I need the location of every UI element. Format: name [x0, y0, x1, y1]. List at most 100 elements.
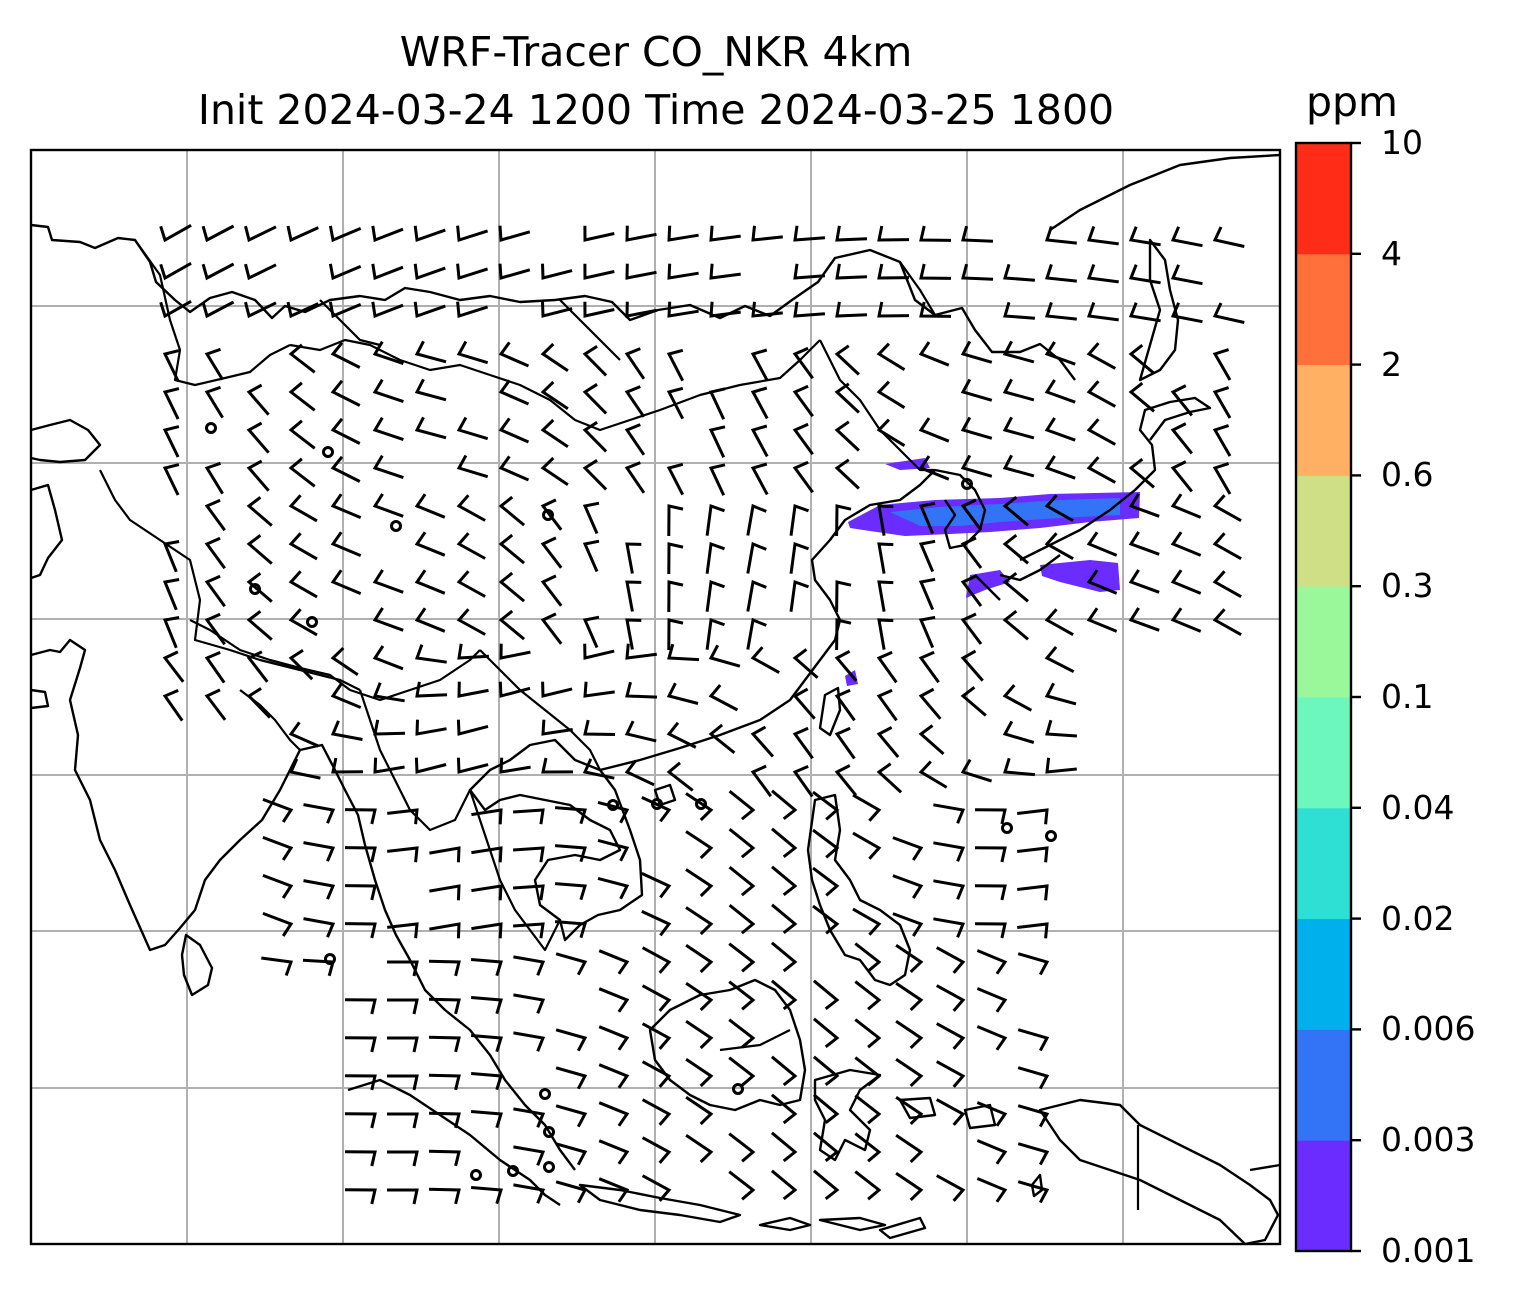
wind-barb	[625, 681, 658, 699]
wind-barb	[834, 688, 856, 722]
wind-barb	[201, 300, 235, 319]
wind-barb	[598, 987, 630, 1013]
wind-barb	[728, 980, 756, 1011]
wind-barb	[1128, 531, 1160, 556]
wind-barb	[288, 758, 321, 780]
wind-barb	[641, 1098, 672, 1126]
wind-barb	[892, 836, 924, 861]
wind-barb	[201, 224, 235, 243]
wind-barb	[498, 417, 530, 444]
wind-barb	[933, 841, 966, 862]
wind-barb	[415, 681, 448, 698]
wind-barb	[728, 942, 756, 973]
wind-barb	[624, 347, 646, 380]
wind-barb	[162, 578, 180, 611]
wind-barb	[372, 416, 404, 442]
wind-barb	[666, 348, 685, 382]
wind-barb	[667, 580, 684, 613]
coast-moluccas	[898, 1096, 997, 1130]
wind-barb	[918, 417, 950, 443]
wind-barb	[372, 569, 404, 594]
calm-marker	[961, 478, 973, 490]
wind-barb	[935, 946, 966, 974]
wind-barb	[1044, 417, 1076, 442]
coast-taiwan	[818, 686, 842, 737]
wind-barb	[854, 1132, 882, 1163]
wind-barb	[935, 1060, 966, 1088]
wind-barb	[792, 384, 814, 418]
wind-barb	[892, 912, 924, 937]
colorbar-segments	[1296, 143, 1351, 1252]
wind-barb	[414, 607, 446, 633]
wind-barb	[162, 425, 180, 458]
wind-barb	[935, 1022, 966, 1050]
wind-barb	[1128, 226, 1161, 247]
wind-barb	[750, 725, 775, 758]
wind-barb	[961, 225, 994, 243]
wind-barb	[1002, 416, 1035, 440]
wind-barb	[750, 646, 780, 674]
coast-lesser-sunda	[758, 1216, 927, 1240]
wind-barb	[1128, 493, 1160, 518]
wind-barb	[204, 574, 226, 608]
colorbar-segment	[1296, 807, 1351, 920]
wind-barb	[330, 683, 362, 709]
wind-barb	[750, 386, 769, 420]
wind-barb	[1212, 348, 1232, 381]
wind-barb	[834, 764, 858, 797]
wind-barb	[1212, 462, 1232, 495]
wind-barb	[583, 301, 615, 318]
wind-barb	[330, 417, 361, 445]
wind-barb	[789, 541, 810, 574]
wind-barb	[750, 424, 769, 458]
wind-barb	[456, 416, 489, 441]
wind-barb	[834, 382, 860, 414]
wind-barb	[456, 263, 489, 280]
wind-barb	[387, 960, 419, 977]
wind-barb	[667, 504, 684, 537]
wind-barb	[667, 643, 700, 662]
wind-barb	[554, 844, 587, 863]
wind-barb	[344, 1112, 377, 1129]
calm-marker	[695, 798, 707, 810]
wind-barb	[428, 959, 461, 977]
wind-barb	[513, 1145, 546, 1166]
wind-barb	[895, 1058, 924, 1087]
wind-barb	[1044, 608, 1074, 637]
wind-barb	[1128, 607, 1160, 632]
map-area	[29, 148, 1282, 1246]
wind-barb	[793, 301, 826, 318]
wind-barb	[812, 979, 840, 1010]
wind-barb	[708, 425, 726, 458]
wind-barb	[498, 681, 531, 698]
wind-barb	[625, 643, 657, 660]
wind-barb	[1128, 302, 1161, 323]
wind-barb	[371, 263, 404, 281]
wind-barb	[330, 531, 362, 557]
wind-barb	[854, 1018, 882, 1049]
wind-barb	[456, 340, 489, 365]
wind-barb	[624, 423, 646, 456]
wind-barb	[498, 609, 526, 641]
wind-barb	[1017, 884, 1049, 901]
wind-barb	[976, 949, 1008, 975]
wind-barb	[204, 612, 226, 646]
wind-barb	[976, 1025, 1008, 1051]
wind-barb	[470, 1186, 503, 1205]
wind-barb	[470, 1072, 503, 1091]
wind-barb	[895, 982, 924, 1011]
wind-barb	[892, 874, 924, 899]
wind-barb	[288, 494, 318, 523]
wind-barb	[582, 345, 608, 377]
wind-barb	[456, 301, 489, 318]
wind-barb	[641, 1022, 672, 1050]
wind-barb	[960, 340, 993, 364]
wind-barb	[387, 846, 419, 863]
wind-barb	[792, 687, 816, 720]
wind-barb	[513, 1107, 546, 1128]
wind-barb	[387, 1150, 419, 1167]
wind-barb	[960, 498, 983, 531]
wind-barb	[624, 385, 646, 418]
wind-barb	[918, 577, 936, 611]
wind-barb	[789, 579, 810, 612]
